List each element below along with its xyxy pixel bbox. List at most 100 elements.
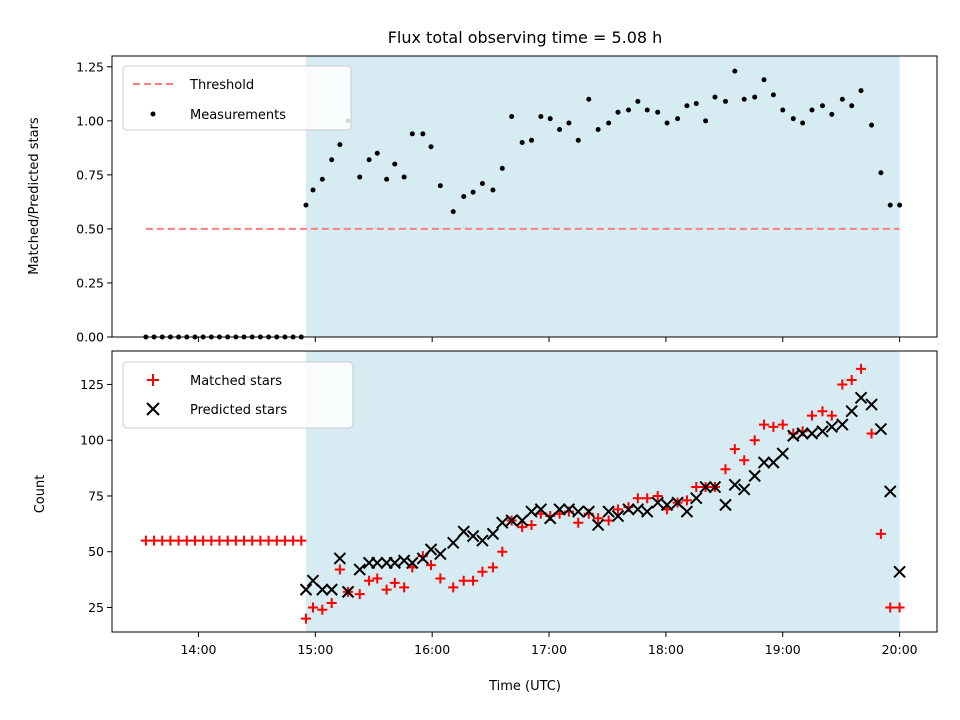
predicted-star-point (728, 478, 742, 492)
predicted-star-point (486, 527, 500, 541)
measurement-point (319, 176, 325, 182)
bot-ytick-label: 75 (88, 488, 104, 503)
matched-star-point (317, 604, 328, 615)
predicted-star-point (316, 583, 329, 596)
predicted-star-point (651, 496, 664, 509)
bottom-plot-frame (111, 350, 938, 633)
matched-star-point (681, 495, 692, 506)
measurement-point (303, 202, 309, 208)
matched-star-point (448, 582, 459, 593)
top-ytick-label: 0.75 (76, 167, 104, 182)
matched-star-point (603, 515, 614, 526)
matched-star-point (381, 584, 392, 595)
legend-predicted-label: Predicted stars (190, 403, 287, 418)
predicted-star-point (776, 447, 789, 460)
matched-star-point (777, 419, 788, 430)
matched-star-point (300, 613, 311, 624)
predicted-star-point (884, 485, 897, 498)
matched-star-point (642, 493, 653, 504)
measurement-point (479, 181, 485, 187)
matched-star-point (612, 504, 623, 515)
measurement-point (712, 94, 718, 100)
matched-star-point (846, 374, 857, 385)
top-ytick-label: 0.00 (76, 330, 104, 345)
predicted-star-point (447, 536, 460, 550)
measurement-point (761, 77, 767, 83)
predicted-star-point (602, 505, 615, 518)
matched-star-point (768, 421, 779, 432)
top-ytick-label: 1.00 (76, 113, 104, 128)
xtick-label: 16:00 (414, 642, 450, 657)
matched-star-point (458, 575, 469, 586)
measurement-point (839, 96, 845, 102)
predicted-star-point (640, 505, 654, 518)
matched-star-point (487, 562, 498, 573)
matched-star-point (435, 573, 446, 584)
predicted-star-point (341, 585, 355, 599)
measurement-point (519, 139, 525, 145)
measurement-point (790, 116, 796, 122)
measurement-point (401, 174, 407, 180)
top-ylabel: Matched/Predicted stars (27, 117, 42, 275)
measurement-point (409, 131, 415, 137)
matched-star-point (749, 435, 760, 446)
matched-star-point (593, 513, 604, 524)
chart-title: Flux total observing time = 5.08 h (388, 28, 663, 47)
predicted-star-point (757, 456, 771, 469)
measurement-point (809, 107, 815, 113)
matched-star-point (399, 582, 410, 593)
matched-star-point (477, 566, 488, 577)
matched-star-point (720, 464, 731, 475)
measurement-point (703, 118, 709, 124)
predicted-star-point (466, 529, 480, 543)
xtick-label: 18:00 (648, 642, 684, 657)
matched-star-point (837, 379, 848, 390)
matched-star-point (885, 602, 896, 613)
matched-star-point (866, 428, 877, 439)
matched-star-point (875, 528, 886, 539)
measurement-point (693, 101, 699, 107)
xtick-label: 15:00 (297, 642, 333, 657)
predicted-star-point (845, 405, 858, 418)
predicted-star-point (424, 543, 438, 556)
predicted-star-point (611, 509, 625, 523)
measurement-point (337, 142, 343, 148)
predicted-star-point (353, 563, 366, 576)
predicted-star-point (719, 498, 732, 512)
matched-star-point (517, 522, 528, 533)
measurement-point (655, 109, 661, 115)
measurement-point (490, 187, 496, 193)
measurement-point (752, 94, 758, 100)
measurement-point (626, 107, 632, 113)
predicted-star-point (708, 480, 722, 494)
measurement-point (392, 161, 398, 167)
measurement-point (722, 98, 728, 104)
predicted-star-point (476, 534, 489, 547)
matched-star-point (526, 519, 537, 530)
matched-star-point (426, 560, 437, 571)
matched-star-point (652, 490, 663, 501)
measurement-point (664, 120, 670, 126)
predicted-star-point (805, 427, 819, 440)
bottom-ylabel: Count (33, 475, 48, 514)
xtick-label: 20:00 (882, 642, 918, 657)
legend-predicted-swatch (146, 402, 160, 416)
legend-measurements-label: Measurements (190, 108, 286, 123)
matched-star-point (497, 546, 508, 557)
matched-star-point (364, 575, 375, 586)
bot-ytick-label: 100 (80, 433, 104, 448)
predicted-star-point (699, 480, 712, 494)
predicted-star-point (690, 491, 703, 505)
bottom-panel: 25 50 75 100 125 14:00 15:00 16:00 17:00 18:00 19… (33, 350, 938, 694)
predicted-star-point (333, 552, 347, 565)
measurement-point (538, 114, 544, 120)
top-legend: Threshold Measurements (122, 65, 352, 131)
bot-ytick-label: 50 (88, 544, 104, 559)
predicted-star-point (457, 525, 470, 538)
predicted-star-point (591, 518, 605, 532)
measurement-point (470, 189, 476, 195)
predicted-star-point (796, 427, 809, 440)
measurement-point (869, 122, 875, 128)
predicted-star-point (854, 391, 868, 405)
measurement-point (887, 202, 893, 208)
